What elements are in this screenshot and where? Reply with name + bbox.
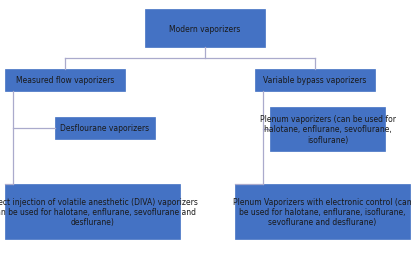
- Text: Direct injection of volatile anesthetic (DIVA) vaporizers
(can be used for halot: Direct injection of volatile anesthetic …: [0, 197, 198, 227]
- Text: Plenum vaporizers (can be used for
halotane, enflurane, sevoflurane,
isoflurane): Plenum vaporizers (can be used for halot…: [260, 115, 396, 144]
- Text: Desflourane vaporizers: Desflourane vaporizers: [60, 124, 150, 133]
- FancyBboxPatch shape: [255, 70, 375, 92]
- FancyBboxPatch shape: [55, 118, 155, 139]
- FancyBboxPatch shape: [235, 184, 410, 239]
- FancyBboxPatch shape: [5, 70, 125, 92]
- Text: Variable bypass vaporizers: Variable bypass vaporizers: [263, 76, 367, 85]
- Text: Plenum Vaporizers with electronic control (can
be used for halotane, enflurane, : Plenum Vaporizers with electronic contro…: [233, 197, 412, 227]
- FancyBboxPatch shape: [145, 10, 265, 48]
- Text: Measured flow vaporizers: Measured flow vaporizers: [16, 76, 114, 85]
- Text: Modern vaporizers: Modern vaporizers: [169, 24, 241, 33]
- FancyBboxPatch shape: [5, 184, 180, 239]
- FancyBboxPatch shape: [270, 108, 385, 151]
